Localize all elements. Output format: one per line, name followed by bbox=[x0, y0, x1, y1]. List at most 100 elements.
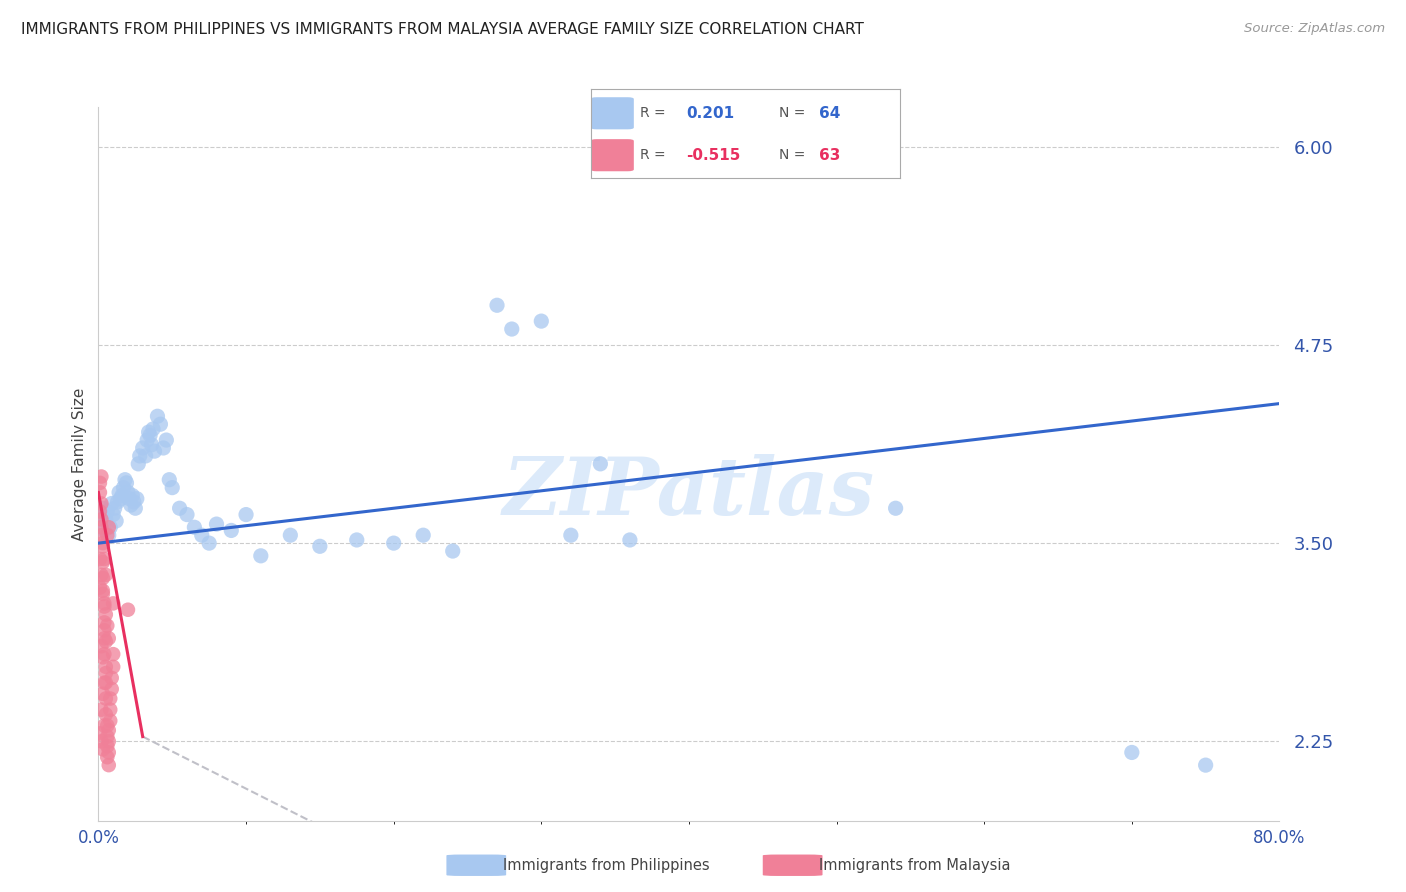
Point bbox=[118, 491, 141, 506]
Point bbox=[94, 675, 117, 690]
Text: 64: 64 bbox=[820, 106, 841, 120]
Point bbox=[169, 501, 191, 516]
Point bbox=[89, 552, 111, 566]
Point bbox=[89, 485, 111, 500]
Point bbox=[346, 533, 368, 547]
Point bbox=[111, 489, 134, 503]
Point bbox=[108, 485, 131, 500]
Point bbox=[93, 599, 115, 614]
Point bbox=[89, 475, 111, 490]
Point bbox=[93, 632, 115, 646]
Point bbox=[93, 718, 115, 732]
Point bbox=[198, 536, 221, 550]
Text: 0.201: 0.201 bbox=[686, 106, 734, 120]
Point bbox=[250, 549, 273, 563]
Point bbox=[91, 571, 114, 585]
Point bbox=[91, 555, 114, 569]
Point bbox=[91, 539, 114, 553]
Point bbox=[117, 485, 139, 500]
Text: N =: N = bbox=[779, 106, 806, 120]
Point bbox=[94, 607, 117, 622]
Text: Immigrants from Malaysia: Immigrants from Malaysia bbox=[820, 858, 1011, 872]
Point bbox=[100, 496, 122, 510]
Point bbox=[152, 441, 174, 455]
Point bbox=[94, 707, 117, 722]
Text: -0.515: -0.515 bbox=[686, 148, 741, 162]
Point bbox=[96, 730, 118, 744]
Point bbox=[90, 528, 112, 542]
Point bbox=[98, 520, 121, 534]
Point bbox=[96, 528, 118, 542]
Point bbox=[100, 671, 122, 685]
Point bbox=[121, 489, 143, 503]
Point bbox=[142, 422, 165, 436]
Point bbox=[91, 587, 114, 601]
Point bbox=[94, 567, 117, 582]
Point bbox=[89, 581, 111, 595]
Text: R =: R = bbox=[640, 106, 665, 120]
Point bbox=[90, 703, 112, 717]
Point bbox=[94, 660, 117, 674]
Point bbox=[125, 491, 148, 506]
Text: ZIPatlas: ZIPatlas bbox=[503, 454, 875, 531]
Point bbox=[91, 650, 114, 665]
Point bbox=[128, 449, 150, 463]
Point bbox=[103, 660, 125, 674]
Point bbox=[97, 520, 120, 534]
Text: IMMIGRANTS FROM PHILIPPINES VS IMMIGRANTS FROM MALAYSIA AVERAGE FAMILY SIZE CORR: IMMIGRANTS FROM PHILIPPINES VS IMMIGRANT… bbox=[21, 22, 863, 37]
Point bbox=[183, 520, 205, 534]
Point bbox=[89, 726, 111, 740]
Text: Immigrants from Philippines: Immigrants from Philippines bbox=[503, 858, 709, 872]
Text: N =: N = bbox=[779, 148, 806, 162]
Point bbox=[90, 734, 112, 748]
Point bbox=[93, 615, 115, 630]
Point bbox=[97, 528, 120, 542]
Point bbox=[486, 298, 509, 312]
Point bbox=[205, 517, 228, 532]
Point bbox=[97, 632, 120, 646]
Point bbox=[143, 444, 166, 458]
Point bbox=[98, 691, 121, 706]
Y-axis label: Average Family Size: Average Family Size bbox=[72, 387, 87, 541]
Point bbox=[127, 457, 149, 471]
Point bbox=[107, 495, 129, 509]
Point bbox=[110, 491, 132, 506]
Point bbox=[412, 528, 434, 542]
Point bbox=[235, 508, 257, 522]
Point bbox=[97, 723, 120, 738]
Point bbox=[93, 596, 115, 610]
Point bbox=[90, 639, 112, 653]
FancyBboxPatch shape bbox=[447, 855, 506, 876]
Point bbox=[141, 438, 163, 452]
Point bbox=[120, 498, 142, 512]
Point bbox=[560, 528, 582, 542]
Point bbox=[93, 675, 115, 690]
Point bbox=[96, 618, 118, 632]
Point bbox=[93, 647, 115, 661]
Point bbox=[117, 603, 139, 617]
Point bbox=[103, 596, 125, 610]
Point bbox=[132, 441, 155, 455]
Point bbox=[103, 647, 125, 661]
Point bbox=[114, 473, 136, 487]
Text: 63: 63 bbox=[820, 148, 841, 162]
Point bbox=[619, 533, 641, 547]
Point bbox=[97, 734, 120, 748]
Point bbox=[97, 746, 120, 760]
Point bbox=[104, 501, 127, 516]
Point bbox=[96, 504, 118, 518]
Point bbox=[90, 496, 112, 510]
Point bbox=[91, 536, 114, 550]
Point bbox=[94, 666, 117, 681]
Point bbox=[89, 504, 111, 518]
Point bbox=[501, 322, 523, 336]
FancyBboxPatch shape bbox=[591, 97, 634, 129]
Point bbox=[884, 501, 907, 516]
Point bbox=[136, 433, 159, 447]
Point bbox=[91, 742, 114, 756]
Point bbox=[94, 634, 117, 648]
Point bbox=[135, 449, 157, 463]
Point bbox=[122, 495, 145, 509]
Point bbox=[98, 714, 121, 728]
Point bbox=[93, 552, 115, 566]
